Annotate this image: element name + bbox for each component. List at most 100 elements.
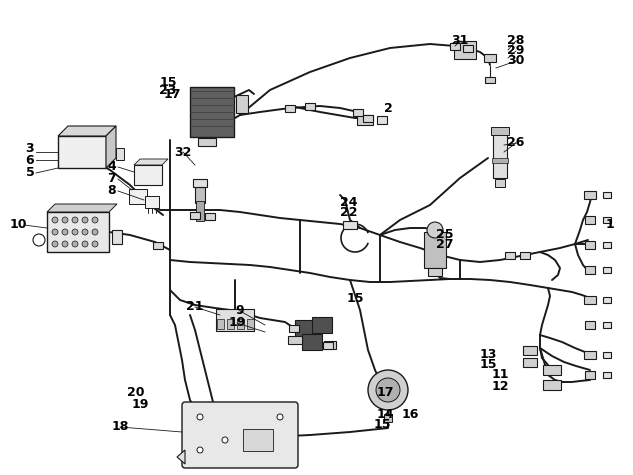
Bar [603,242,611,248]
Text: 6: 6 [26,153,34,167]
Bar [523,345,537,354]
Text: 22: 22 [341,206,358,219]
Circle shape [197,414,203,420]
Bar [585,371,595,379]
Bar [603,352,611,358]
Bar [134,165,162,185]
Text: 15: 15 [373,418,391,431]
Circle shape [62,217,68,223]
Bar [246,319,253,329]
Circle shape [92,241,98,247]
Bar [585,266,595,274]
Bar [145,196,159,208]
Polygon shape [106,126,116,168]
Text: 32: 32 [174,145,192,159]
Bar [505,251,515,258]
Bar [205,212,215,219]
Bar [216,309,254,331]
Bar [305,103,315,110]
Bar [584,296,596,304]
Circle shape [62,229,68,235]
Circle shape [92,229,98,235]
Bar [227,319,234,329]
Text: 13: 13 [479,349,497,361]
Circle shape [52,217,58,223]
Text: 8: 8 [108,184,116,198]
Bar [237,319,244,329]
Bar [492,158,508,162]
Polygon shape [134,159,168,165]
Bar [295,320,315,336]
Bar [196,201,204,221]
Bar [357,115,373,125]
Text: 10: 10 [9,218,27,231]
Bar [485,77,495,83]
Circle shape [62,241,68,247]
Text: 17: 17 [163,88,181,102]
Circle shape [92,217,98,223]
Text: 3: 3 [26,142,34,154]
Text: 1: 1 [606,218,615,231]
Bar [377,116,387,124]
Bar [289,324,299,332]
Text: 21: 21 [186,301,204,314]
Text: 20: 20 [127,386,145,399]
Polygon shape [47,204,117,212]
Text: 14: 14 [376,408,394,421]
Bar [193,179,207,187]
Text: 18: 18 [111,420,128,434]
Bar [585,241,595,249]
Text: 19: 19 [131,399,149,411]
Circle shape [277,414,283,420]
Bar [585,321,595,329]
Circle shape [376,378,400,402]
Bar [603,372,611,378]
Text: 23: 23 [160,84,177,96]
Bar [520,251,530,258]
Text: 25: 25 [436,228,454,241]
Bar [463,45,473,51]
Bar [603,297,611,303]
Bar [353,108,363,115]
Bar [450,42,460,49]
Bar [312,317,332,333]
Text: 2: 2 [384,102,392,114]
Text: 26: 26 [507,136,525,150]
Bar [302,334,322,350]
Bar [47,212,109,252]
Bar [495,179,505,187]
Circle shape [368,370,408,410]
Bar [543,380,561,390]
Bar [190,211,200,218]
Circle shape [52,229,58,235]
Bar [112,230,122,244]
Text: 15: 15 [479,359,497,371]
Bar [491,127,509,135]
Text: 12: 12 [491,380,509,393]
Circle shape [222,437,228,443]
Bar [198,138,216,146]
Bar [190,87,234,137]
Text: 24: 24 [341,196,358,209]
Text: 7: 7 [108,172,116,186]
Text: 16: 16 [401,408,418,421]
Bar [523,358,537,367]
Text: 19: 19 [229,316,246,330]
Bar [603,217,611,223]
Text: 4: 4 [108,161,116,173]
Bar [243,429,273,451]
Circle shape [72,229,78,235]
Bar [424,232,446,268]
Bar [603,192,611,198]
Bar [493,133,507,178]
Circle shape [82,229,88,235]
Bar [324,341,336,349]
Circle shape [427,222,443,238]
Text: 9: 9 [235,304,244,317]
Circle shape [72,217,78,223]
Circle shape [72,241,78,247]
Polygon shape [177,450,185,464]
Bar [58,136,106,168]
Bar [195,187,205,203]
Text: 17: 17 [376,386,394,399]
